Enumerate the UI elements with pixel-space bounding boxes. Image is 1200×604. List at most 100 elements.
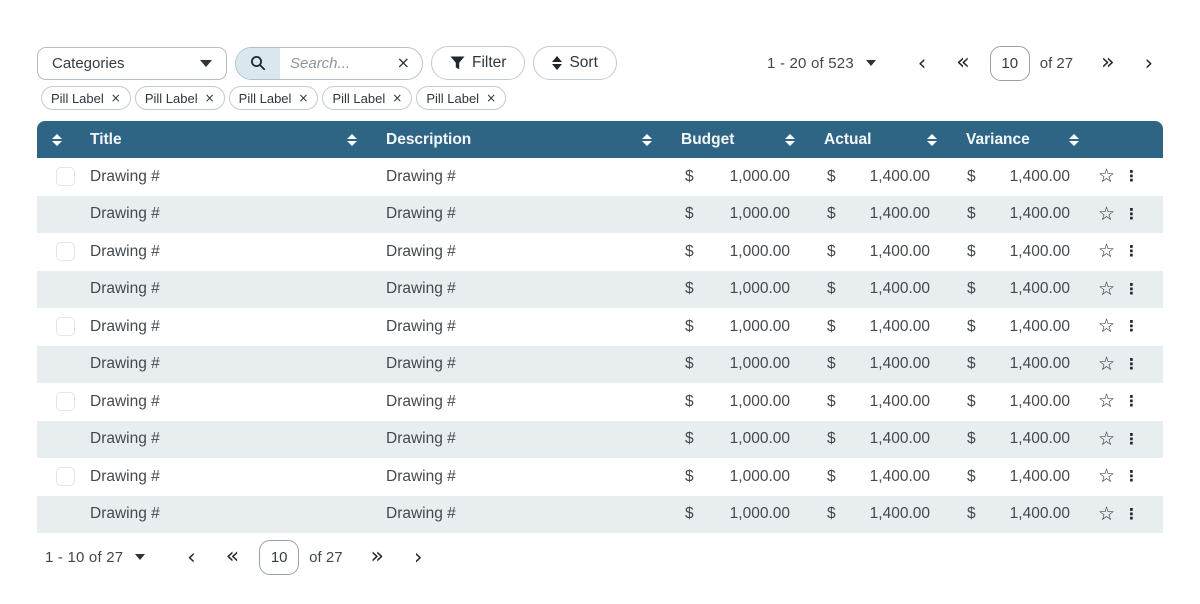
- row-title: Drawing #: [90, 392, 160, 410]
- next-page-button[interactable]: ›: [1144, 50, 1153, 75]
- budget-value: 1,000.00: [729, 205, 790, 223]
- kebab-menu-icon[interactable]: ⋮: [1124, 242, 1140, 261]
- categories-dropdown[interactable]: Categories: [37, 46, 227, 80]
- actual-currency: $: [827, 355, 836, 373]
- filter-chip[interactable]: Pill Label ×: [228, 86, 319, 110]
- result-range-label: 1 - 20 of 523: [767, 54, 854, 72]
- filter-chip[interactable]: Pill Label ×: [416, 86, 507, 110]
- column-sort-icon[interactable]: [37, 121, 77, 158]
- row-checkbox-cell: [37, 242, 77, 262]
- favorite-star-icon[interactable]: ☆: [1098, 427, 1116, 450]
- table-row: Drawing # Drawing # $ 1,000.00 $ 1,400.0…: [37, 383, 1163, 421]
- variance-currency: $: [967, 317, 976, 335]
- kebab-menu-icon[interactable]: ⋮: [1124, 204, 1140, 223]
- search-icon-segment: [236, 47, 280, 79]
- column-sort-icon[interactable]: [1054, 121, 1094, 158]
- column-sort-icon[interactable]: [912, 121, 952, 158]
- favorite-star-icon[interactable]: ☆: [1098, 240, 1116, 263]
- row-checkbox-cell: [37, 392, 77, 412]
- chip-remove-icon[interactable]: ×: [204, 91, 215, 105]
- column-header-actions: [1094, 121, 1163, 158]
- table-row: Drawing # Drawing # $ 1,000.00 $ 1,400.0…: [37, 270, 1163, 308]
- row-description: Drawing #: [386, 392, 456, 410]
- actual-value: 1,400.00: [869, 167, 930, 185]
- row-title: Drawing #: [90, 430, 160, 448]
- chip-remove-icon[interactable]: ×: [298, 91, 309, 105]
- favorite-star-icon[interactable]: ☆: [1098, 165, 1116, 188]
- favorite-star-icon[interactable]: ☆: [1098, 502, 1116, 525]
- row-checkbox[interactable]: [56, 392, 75, 412]
- first-page-button[interactable]: «: [956, 50, 970, 75]
- favorite-star-icon[interactable]: ☆: [1098, 465, 1116, 488]
- filter-button[interactable]: Filter: [431, 46, 526, 80]
- range-caret-down-icon[interactable]: [865, 60, 876, 66]
- row-checkbox[interactable]: [56, 467, 75, 487]
- column-sort-icon[interactable]: [627, 121, 667, 158]
- favorite-star-icon[interactable]: ☆: [1098, 352, 1116, 375]
- row-actions: ☆ ⋮: [1094, 502, 1163, 525]
- variance-currency: $: [967, 205, 976, 223]
- prev-page-button[interactable]: ‹: [917, 50, 927, 75]
- page-number-input[interactable]: [259, 539, 300, 575]
- chip-remove-icon[interactable]: ×: [486, 91, 497, 105]
- budget-value: 1,000.00: [729, 280, 790, 298]
- row-title: Drawing #: [90, 167, 160, 185]
- favorite-star-icon[interactable]: ☆: [1098, 390, 1116, 413]
- variance-value: 1,400.00: [1009, 392, 1070, 410]
- page-number-input[interactable]: [989, 45, 1030, 81]
- row-budget-cell: $ 1,000.00: [667, 505, 810, 523]
- row-budget-cell: $ 1,000.00: [667, 393, 810, 411]
- row-title: Drawing #: [90, 205, 160, 223]
- last-page-button[interactable]: »: [370, 544, 385, 569]
- row-budget-cell: $ 1,000.00: [667, 318, 810, 336]
- sort-button[interactable]: Sort: [533, 46, 617, 80]
- column-sort-icon[interactable]: [332, 121, 372, 158]
- row-checkbox[interactable]: [56, 167, 75, 187]
- budget-value: 1,000.00: [729, 467, 790, 485]
- last-page-button[interactable]: »: [1101, 50, 1115, 75]
- favorite-star-icon[interactable]: ☆: [1098, 277, 1116, 300]
- chip-label: Pill Label: [51, 90, 104, 106]
- search-input[interactable]: [280, 54, 393, 72]
- first-page-button[interactable]: «: [225, 544, 240, 569]
- actual-currency: $: [827, 167, 836, 185]
- table-row: Drawing # Drawing # $ 1,000.00 $ 1,400.0…: [37, 458, 1163, 496]
- row-checkbox[interactable]: [56, 242, 75, 262]
- row-actions: ☆ ⋮: [1094, 277, 1163, 300]
- chip-label: Pill Label: [332, 90, 386, 106]
- row-budget-cell: $ 1,000.00: [667, 430, 810, 448]
- row-checkbox[interactable]: [56, 317, 75, 337]
- kebab-menu-icon[interactable]: ⋮: [1124, 317, 1140, 336]
- budget-currency: $: [685, 430, 694, 448]
- kebab-menu-icon[interactable]: ⋮: [1124, 429, 1140, 448]
- kebab-menu-icon[interactable]: ⋮: [1124, 392, 1140, 411]
- favorite-star-icon[interactable]: ☆: [1098, 315, 1116, 338]
- row-actual-cell: $ 1,400.00: [810, 505, 952, 523]
- variance-value: 1,400.00: [1009, 317, 1070, 335]
- budget-currency: $: [685, 317, 694, 335]
- clear-search-icon[interactable]: ×: [396, 53, 410, 72]
- filter-chip[interactable]: Pill Label ×: [322, 86, 413, 110]
- kebab-menu-icon[interactable]: ⋮: [1124, 279, 1140, 298]
- kebab-menu-icon[interactable]: ⋮: [1124, 504, 1140, 523]
- kebab-menu-icon[interactable]: ⋮: [1124, 467, 1140, 486]
- kebab-menu-icon[interactable]: ⋮: [1124, 354, 1140, 373]
- variance-value: 1,400.00: [1009, 242, 1070, 260]
- chip-remove-icon[interactable]: ×: [110, 91, 121, 105]
- chip-remove-icon[interactable]: ×: [392, 91, 403, 105]
- filter-button-label: Filter: [472, 54, 507, 71]
- filter-chip[interactable]: Pill Label ×: [41, 86, 131, 110]
- favorite-star-icon[interactable]: ☆: [1098, 202, 1116, 225]
- row-actual-cell: $ 1,400.00: [810, 280, 952, 298]
- kebab-menu-icon[interactable]: ⋮: [1124, 167, 1140, 186]
- row-actions: ☆ ⋮: [1094, 317, 1163, 336]
- range-caret-down-icon[interactable]: [135, 554, 146, 560]
- table-row: Drawing # Drawing # $ 1,000.00 $ 1,400.0…: [37, 420, 1163, 458]
- budget-currency: $: [685, 505, 694, 523]
- column-sort-icon[interactable]: [770, 121, 810, 158]
- row-description: Drawing #: [386, 430, 456, 448]
- filter-chip[interactable]: Pill Label ×: [134, 86, 225, 110]
- next-page-button[interactable]: ›: [414, 544, 423, 569]
- row-budget-cell: $ 1,000.00: [667, 243, 810, 261]
- prev-page-button[interactable]: ‹: [187, 544, 196, 569]
